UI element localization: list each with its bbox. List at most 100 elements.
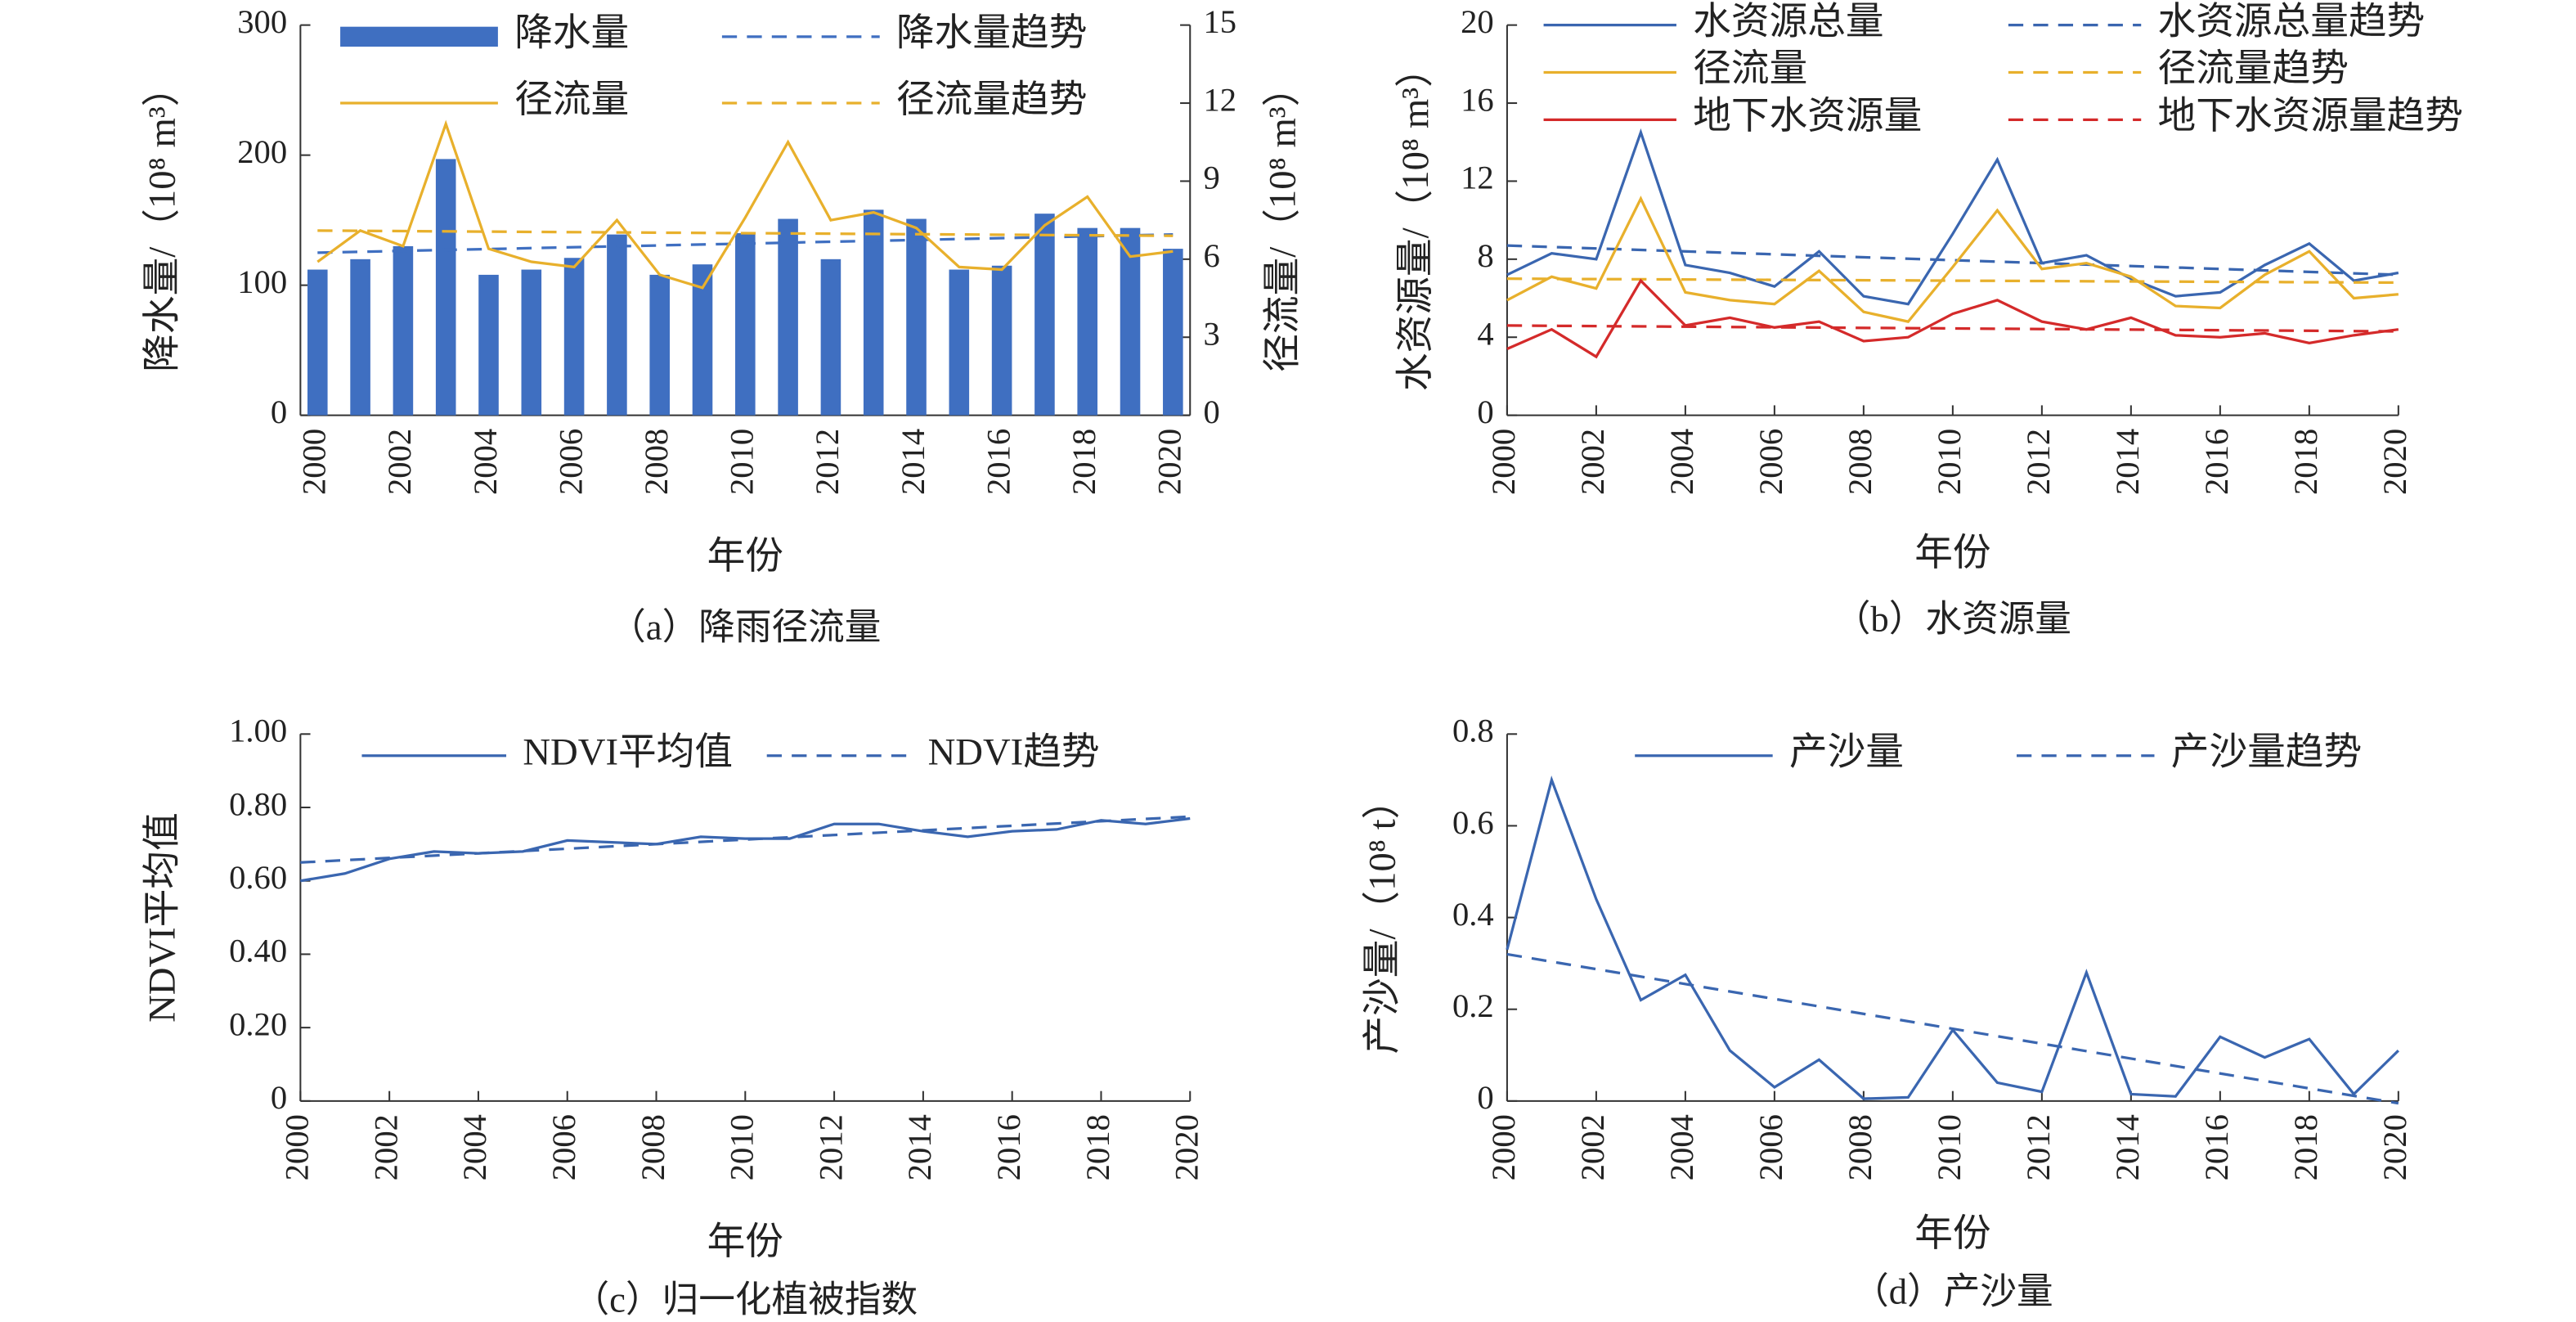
legend-swatch	[340, 26, 498, 47]
y-tick-label: 200	[237, 133, 287, 170]
x-tick-label: 2006	[1752, 429, 1789, 495]
x-tick-label: 2020	[2376, 1114, 2413, 1180]
y-tick-label: 4	[1477, 316, 1493, 353]
x-tick-label: 2000	[296, 429, 333, 495]
bar	[991, 265, 1012, 416]
trend-line	[1506, 244, 2399, 277]
data-line	[1506, 128, 2399, 306]
y-tick-label: 8	[1477, 237, 1493, 274]
bar	[735, 233, 756, 416]
bar	[863, 209, 884, 416]
x-tick-label: 2010	[724, 429, 761, 495]
data-line	[1506, 196, 2399, 323]
x-tick-label: 2002	[367, 1114, 404, 1180]
bar	[563, 258, 585, 416]
y-tick-label: 0.20	[229, 1005, 287, 1042]
bar	[1120, 227, 1141, 416]
data-line	[1506, 776, 2399, 1100]
x-tick-label: 2012	[2020, 1114, 2057, 1180]
bar	[350, 259, 370, 416]
data-line	[1506, 278, 2399, 359]
x-tick-label: 2010	[724, 1114, 761, 1180]
x-tick-label: 2004	[467, 429, 504, 495]
x-axis-label: 年份	[707, 535, 783, 578]
legend-label: NDVI趋势	[928, 731, 1100, 773]
bar	[478, 274, 499, 416]
x-axis-label: 年份	[1914, 1212, 1990, 1255]
y-tick-label: 0	[1477, 1079, 1493, 1116]
bar	[949, 269, 970, 416]
x-tick-label: 2010	[1931, 429, 1968, 495]
x-tick-label: 2018	[2287, 429, 2324, 495]
x-tick-label: 2006	[552, 429, 589, 495]
x-axis-label: 年份	[707, 1221, 783, 1263]
x-tick-label: 2006	[545, 1114, 582, 1180]
data-line	[316, 119, 1174, 290]
x-tick-label: 2016	[2198, 429, 2235, 495]
x-tick-label: 2014	[895, 429, 931, 495]
bar	[906, 218, 927, 416]
data-line	[300, 816, 1191, 883]
x-tick-label: 2000	[1485, 429, 1522, 495]
y2-axis-label: 径流量/（10⁸ m³）	[1262, 69, 1304, 372]
bar	[692, 264, 713, 416]
x-tick-label: 2002	[1574, 1114, 1611, 1180]
x-tick-label: 2008	[1842, 429, 1878, 495]
x-tick-label: 2012	[2020, 429, 2057, 495]
y-tick-label: 0.2	[1452, 987, 1494, 1024]
legend-label: 降水量	[514, 12, 629, 55]
bar	[778, 218, 798, 416]
x-tick-label: 2012	[809, 429, 846, 495]
y-tick-label: 12	[1203, 81, 1236, 118]
x-tick-label: 2000	[279, 1114, 316, 1180]
x-tick-label: 2008	[635, 1114, 671, 1180]
legend-label: NDVI平均值	[523, 731, 733, 773]
y-tick-label: 0.6	[1452, 804, 1494, 841]
y-axis-label: NDVI平均值	[141, 812, 184, 1023]
y-tick-label: 0.60	[229, 859, 287, 896]
x-tick-label: 2012	[812, 1114, 849, 1180]
trend-line	[317, 229, 1174, 237]
y-tick-label: 3	[1203, 316, 1219, 353]
x-axis-label: 年份	[1914, 532, 1990, 574]
y-tick-label: 16	[1461, 81, 1494, 118]
y-tick-label: 0.4	[1452, 896, 1494, 933]
bar	[307, 269, 328, 416]
x-tick-label: 2006	[1752, 1114, 1789, 1180]
y-axis-label: 产沙量/（10⁸ t）	[1361, 781, 1403, 1054]
y-tick-label: 9	[1203, 160, 1219, 196]
x-tick-label: 2014	[901, 1114, 938, 1180]
trend-line	[1506, 324, 2399, 333]
legend-label: 产沙量	[1789, 731, 1904, 773]
y-tick-label: 0	[271, 1079, 287, 1116]
x-tick-label: 2004	[456, 1114, 493, 1180]
x-tick-label: 2008	[638, 429, 675, 495]
bar	[1034, 214, 1055, 416]
y-tick-label: 12	[1461, 160, 1494, 196]
caption: （c）归一化植被指数	[573, 1279, 918, 1320]
y-tick-label: 0.8	[1452, 713, 1494, 749]
bar	[607, 234, 627, 416]
bar	[1163, 249, 1183, 416]
y-tick-label: 6	[1203, 237, 1219, 274]
y-tick-label: 100	[237, 263, 287, 300]
caption: （b）水资源量	[1834, 599, 2071, 640]
bar	[820, 259, 841, 416]
y-tick-label: 300	[237, 3, 287, 40]
x-tick-label: 2020	[1151, 429, 1188, 495]
x-tick-label: 2016	[980, 429, 1016, 495]
x-tick-label: 2002	[1574, 429, 1611, 495]
caption: （a）降雨径流量	[609, 607, 881, 648]
legend-label: 径流量趋势	[2158, 47, 2349, 90]
y-axis-label: 水资源量/（10⁸ m³）	[1394, 49, 1437, 391]
legend-label: 水资源总量趋势	[2158, 0, 2426, 43]
x-tick-label: 2016	[990, 1114, 1027, 1180]
y-tick-label: 0.80	[229, 785, 287, 822]
x-tick-label: 2004	[1663, 1114, 1700, 1180]
x-tick-label: 2016	[2198, 1114, 2235, 1180]
bar	[649, 274, 670, 416]
legend-label: 水资源总量	[1693, 0, 1883, 43]
y-tick-label: 20	[1461, 3, 1494, 40]
x-tick-label: 2004	[1663, 429, 1700, 495]
x-tick-label: 2014	[2109, 1114, 2146, 1180]
